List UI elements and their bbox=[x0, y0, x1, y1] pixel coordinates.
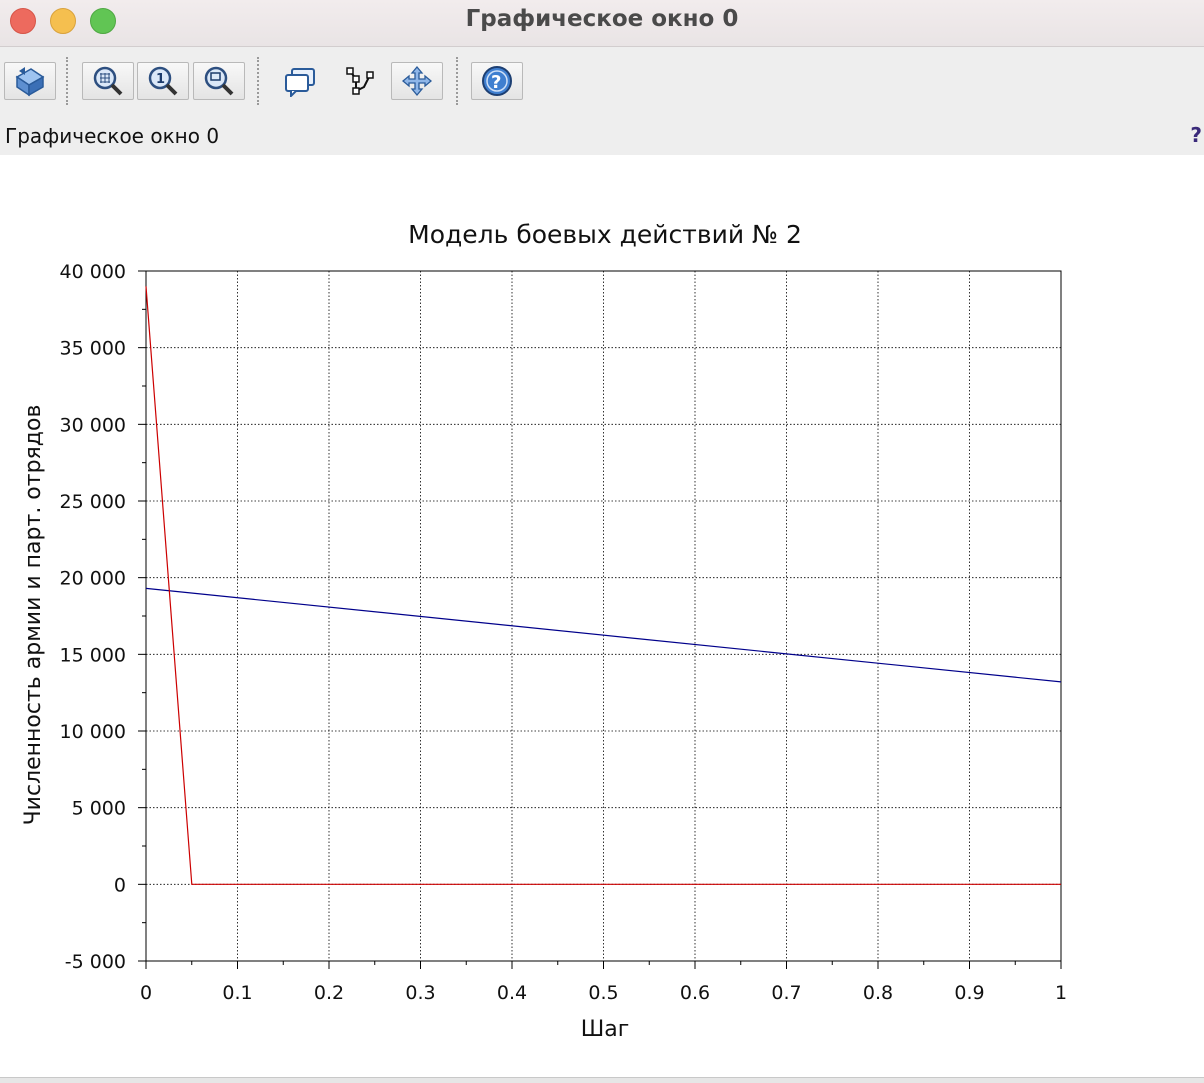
y-tick-labels: -5 000 0 5 000 10 000 15 000 20 000 25 000 30 0… bbox=[60, 261, 126, 973]
toolbar-separator bbox=[66, 57, 68, 105]
x-tick-label: 0.2 bbox=[314, 982, 344, 1004]
x-tick-label: 0.4 bbox=[497, 982, 527, 1004]
help-icon: ? bbox=[482, 66, 512, 96]
y-tick-label: 35 000 bbox=[60, 338, 126, 360]
toolbar-separator bbox=[456, 57, 458, 105]
series-line-2 bbox=[145, 286, 1061, 885]
x-tick-label: 0.7 bbox=[771, 982, 801, 1004]
edit-curve-button[interactable] bbox=[333, 62, 385, 100]
axes-frame bbox=[145, 270, 1062, 962]
close-window-button[interactable] bbox=[10, 8, 36, 34]
rotate-3d-icon bbox=[15, 67, 45, 97]
zoom-in-button[interactable] bbox=[82, 62, 134, 100]
line-chart[interactable]: 0 0.1 0.2 0.3 0.4 0.5 0.6 0.7 0.8 0.9 1 -5 000 0 5 0… bbox=[0, 155, 1204, 1077]
y-axis-label: Численность армии и парт. отрядов bbox=[21, 405, 46, 826]
x-tick-label: 0.3 bbox=[405, 982, 435, 1004]
x-tick-label: 0.8 bbox=[863, 982, 893, 1004]
y-tick-label: 30 000 bbox=[60, 414, 126, 436]
zoom-reset-icon: 1 bbox=[148, 66, 178, 96]
datatip-button[interactable] bbox=[274, 62, 326, 100]
help-button[interactable]: ? bbox=[471, 62, 523, 100]
series-line-1 bbox=[145, 587, 1062, 683]
figure-label: Графическое окно 0 bbox=[5, 124, 220, 148]
svg-text:?: ? bbox=[491, 72, 501, 93]
plot-area[interactable]: 0 0.1 0.2 0.3 0.4 0.5 0.6 0.7 0.8 0.9 1 -5 000 0 5 0… bbox=[0, 155, 1204, 1077]
x-tick-label: 0.5 bbox=[588, 982, 618, 1004]
x-axis-label: Шаг bbox=[581, 1017, 630, 1042]
curve-edit-icon bbox=[346, 67, 374, 95]
pan-icon bbox=[401, 65, 433, 97]
toolbar: 1 ? bbox=[0, 47, 1204, 117]
y-tick-label: 20 000 bbox=[60, 568, 126, 590]
y-tick-label: 0 bbox=[114, 874, 126, 896]
y-tick-label: 40 000 bbox=[60, 261, 126, 283]
x-tick-labels: 0 0.1 0.2 0.3 0.4 0.5 0.6 0.7 0.8 0.9 1 bbox=[140, 982, 1067, 1004]
zoom-area-icon bbox=[204, 66, 234, 96]
zoom-in-icon bbox=[93, 66, 123, 96]
help-question-icon[interactable]: ? bbox=[1190, 123, 1202, 147]
x-tick-label: 1 bbox=[1055, 982, 1067, 1004]
y-tick-label: 25 000 bbox=[60, 491, 126, 513]
pan-button[interactable] bbox=[391, 62, 443, 100]
window-title: Графическое окно 0 bbox=[465, 6, 739, 32]
svg-text:1: 1 bbox=[156, 72, 165, 87]
x-tick-label: 0 bbox=[140, 982, 152, 1004]
x-tick-label: 0.9 bbox=[954, 982, 984, 1004]
x-tick-label: 0.1 bbox=[222, 982, 252, 1004]
y-tick-label: 15 000 bbox=[60, 644, 126, 666]
x-tick-label: 0.6 bbox=[680, 982, 710, 1004]
y-tick-label: -5 000 bbox=[65, 951, 126, 973]
window-titlebar: Графическое окно 0 bbox=[0, 0, 1204, 47]
y-tick-label: 10 000 bbox=[60, 721, 126, 743]
zoom-area-button[interactable] bbox=[193, 62, 245, 100]
rotate-button[interactable] bbox=[4, 62, 56, 100]
datatip-icon bbox=[285, 68, 315, 97]
figure-label-strip: Графическое окно 0 ? bbox=[0, 117, 1204, 155]
zoom-original-button[interactable]: 1 bbox=[137, 62, 189, 100]
toolbar-separator bbox=[257, 57, 259, 105]
maximize-window-button[interactable] bbox=[90, 8, 116, 34]
window-bottom-edge bbox=[0, 1077, 1204, 1083]
chart-title: Модель боевых действий № 2 bbox=[408, 220, 802, 249]
minimize-window-button[interactable] bbox=[50, 8, 76, 34]
series-layer bbox=[145, 286, 1062, 885]
axis-minor-ticks bbox=[138, 270, 1062, 969]
y-tick-label: 5 000 bbox=[72, 798, 126, 820]
grid-lines bbox=[145, 270, 1062, 962]
